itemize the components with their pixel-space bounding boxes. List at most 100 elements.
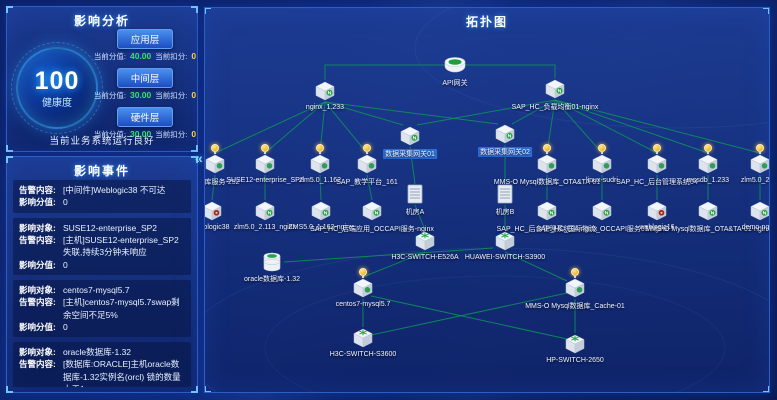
event-alarm-label: 告警内容:: [19, 185, 56, 195]
score-value: 30.00: [129, 129, 152, 139]
host-icon: [352, 277, 374, 299]
topology-node-h3[interactable]: zlm5.0_1.162: [299, 144, 341, 184]
event-score-label: 影响分值:: [19, 259, 56, 270]
node-label: HUAWEI-SWITCH-S3900: [464, 254, 546, 261]
event-card[interactable]: 影响对象: centos7-mysql5.7 告警内容: [主机]centos7…: [13, 279, 191, 338]
node-label: H3C-SWITCH-E526A: [391, 254, 459, 261]
topology-node-h9[interactable]: zlm5.0_2.71: [741, 144, 769, 184]
deduct-label: 当前扣分:: [155, 91, 188, 100]
topology-node-cache[interactable]: MMS-O Mysql数据库_Cache-01: [525, 268, 625, 310]
node-label: linux-sudri: [586, 177, 618, 184]
topology-node-h1[interactable]: 数据库服务-252: [205, 144, 240, 186]
topology-node-a9[interactable]: demo-nginx: [742, 198, 769, 231]
nginx-icon: [399, 125, 421, 147]
topology-node-a1[interactable]: weblogic38: [205, 198, 230, 231]
analysis-panel-title: 影响分析: [73, 14, 130, 28]
nginx-icon: [749, 200, 769, 222]
node-label: nginx_1.233: [305, 104, 345, 111]
topology-edges: [205, 8, 769, 392]
node-label: SAP_教学平台_161: [336, 179, 398, 186]
alarm-lamp-icon: [571, 268, 579, 276]
events-list[interactable]: 告警内容: [中间件]Weblogic38 不可达 影响分值: 0 影响对象: …: [13, 180, 191, 387]
nginx-icon: [361, 200, 383, 222]
topology-node-h7[interactable]: SAP_HC_后台管理系统04: [616, 144, 698, 186]
host-icon: [697, 153, 719, 175]
api-icon: [441, 55, 469, 75]
topology-node-a4[interactable]: SAP_HC_后端应用_OCCAPI服务-nginx: [310, 198, 434, 233]
node-label: 数据采集网关02: [478, 147, 532, 157]
topology-node-h2[interactable]: SUSE12-enterprise_SP2: [226, 144, 304, 184]
host-icon: [564, 277, 586, 299]
event-alarm-value: [主机]centos7-mysql5.7swap剩余空间不足5%: [63, 297, 180, 320]
topology-node-h8[interactable]: mssdb_1.233: [687, 144, 729, 184]
topology-node-swB[interactable]: HUAWEI-SWITCH-S3900: [465, 228, 545, 261]
layer-badge[interactable]: 硬件层: [117, 107, 173, 127]
topology-node-sw36[interactable]: H3C-SWITCH-S3600: [330, 325, 396, 358]
topology-node-a2[interactable]: zlm5.0_2.113_nginx: [234, 198, 296, 231]
host-icon: [356, 153, 378, 175]
topology-node-a7[interactable]: weblogic16: [639, 198, 675, 231]
node-label: SUSE12-enterprise_SP2: [226, 177, 304, 184]
nginx-icon: [544, 78, 566, 100]
node-label: 数据库服务-252: [204, 179, 240, 186]
topology-node-lb[interactable]: SAP_HC_负载均衡01-nginx: [512, 76, 598, 111]
layer-badge[interactable]: 应用层: [117, 29, 173, 49]
switch-icon: [414, 230, 436, 252]
event-score-value: 0: [63, 321, 68, 332]
node-label: H3C-SWITCH-S3600: [329, 351, 397, 358]
deduct-label: 当前扣分:: [155, 52, 188, 61]
topology-node-n1[interactable]: nginx_1.233: [306, 78, 344, 111]
event-alarm-row: 告警内容: [主机]centos7-mysql5.7swap剩余空间不足5%: [19, 296, 185, 321]
rack-icon: [407, 184, 423, 204]
node-label: 机房A: [405, 209, 425, 216]
alarm-lamp-icon: [756, 144, 764, 152]
event-card[interactable]: 告警内容: [中间件]Weblogic38 不可达 影响分值: 0: [13, 180, 191, 213]
topology-panel: 拓扑图 API网关 nginx_1.233 SAP_HC_负载均衡01-nginx 数…: [204, 7, 770, 393]
event-object-label: 影响对象:: [19, 347, 56, 358]
node-label: MMS-O Mysql数据库_OTA&TA-01-nginx: [645, 226, 770, 233]
event-alarm-row: 告警内容: [数据库:ORACLE]主机oracle数据库-1.32实例名(or…: [19, 358, 185, 387]
score-label: 当前分值:: [93, 130, 126, 139]
topology-node-a3[interactable]: ZMS5.0_1.162-nginx: [289, 198, 353, 231]
event-score-row: 影响分值: 0: [19, 321, 185, 333]
alarm-lamp-icon: [359, 268, 367, 276]
host-icon: [536, 153, 558, 175]
system-status-text: 当前业务系统运行良好: [49, 136, 155, 147]
alarm-lamp-icon: [261, 144, 269, 152]
node-label: SAP_HC_负载均衡01-nginx: [511, 104, 599, 111]
node-label: demo-nginx: [741, 224, 770, 231]
nginx-icon: [314, 80, 336, 102]
event-score-value: 0: [63, 197, 68, 208]
event-object-row: 影响对象: centos7-mysql5.7: [19, 284, 185, 296]
topology-node-a6[interactable]: SAP_HC_国际物流_OCCAPI服务03-nginx: [536, 198, 668, 233]
topology-node-rackA[interactable]: 机房A: [402, 181, 428, 216]
topology-node-swA[interactable]: H3C-SWITCH-E526A: [391, 228, 459, 261]
topology-node-h5[interactable]: MMS-O Mysql数据库_OTA&TA-01: [494, 144, 600, 186]
topology-node-a8[interactable]: MMS-O Mysql数据库_OTA&TA-01-nginx: [645, 198, 769, 233]
event-card[interactable]: 影响对象: oracle数据库-1.32 告警内容: [数据库:ORACLE]主…: [13, 342, 191, 387]
topology-node-h6[interactable]: linux-sudri: [586, 144, 618, 184]
deduct-value: 0: [191, 51, 197, 61]
event-object-value: SUSE12-enterprise_SP2: [63, 222, 158, 233]
alarm-lamp-icon: [598, 144, 606, 152]
nginx-icon: [494, 123, 516, 145]
nginx-icon: [310, 200, 332, 222]
node-label: SAP_HC_后台管理系统04: [616, 179, 698, 186]
topology-node-api[interactable]: API网关: [441, 52, 469, 87]
host-icon: [254, 153, 276, 175]
nginx-icon: [697, 200, 719, 222]
topology-node-a5[interactable]: SAP_HC_后台管理系统04-nginx: [497, 198, 597, 233]
topology-node-gw2[interactable]: 数据采集网关02: [478, 121, 532, 157]
topology-node-h4[interactable]: SAP_教学平台_161: [336, 144, 398, 186]
topology-node-swhp[interactable]: HP-SWITCH-2650: [546, 331, 604, 364]
topology-node-ora[interactable]: oracle数据库-1.32: [244, 248, 300, 283]
topology-node-gw1[interactable]: 数据采集网关01: [383, 123, 437, 159]
event-card[interactable]: 影响对象: SUSE12-enterprise_SP2 告警内容: [主机]SU…: [13, 217, 191, 275]
layer-badge[interactable]: 中间层: [117, 68, 173, 88]
deduct-value: 0: [191, 129, 197, 139]
topology-node-rackB[interactable]: 机房B: [492, 181, 518, 216]
collapse-handle[interactable]: «: [195, 150, 203, 166]
topology-node-cen[interactable]: centos7-mysql5.7: [336, 268, 390, 308]
topology-title: 拓扑图: [465, 15, 508, 29]
alarm-lamp-icon: [211, 144, 219, 152]
